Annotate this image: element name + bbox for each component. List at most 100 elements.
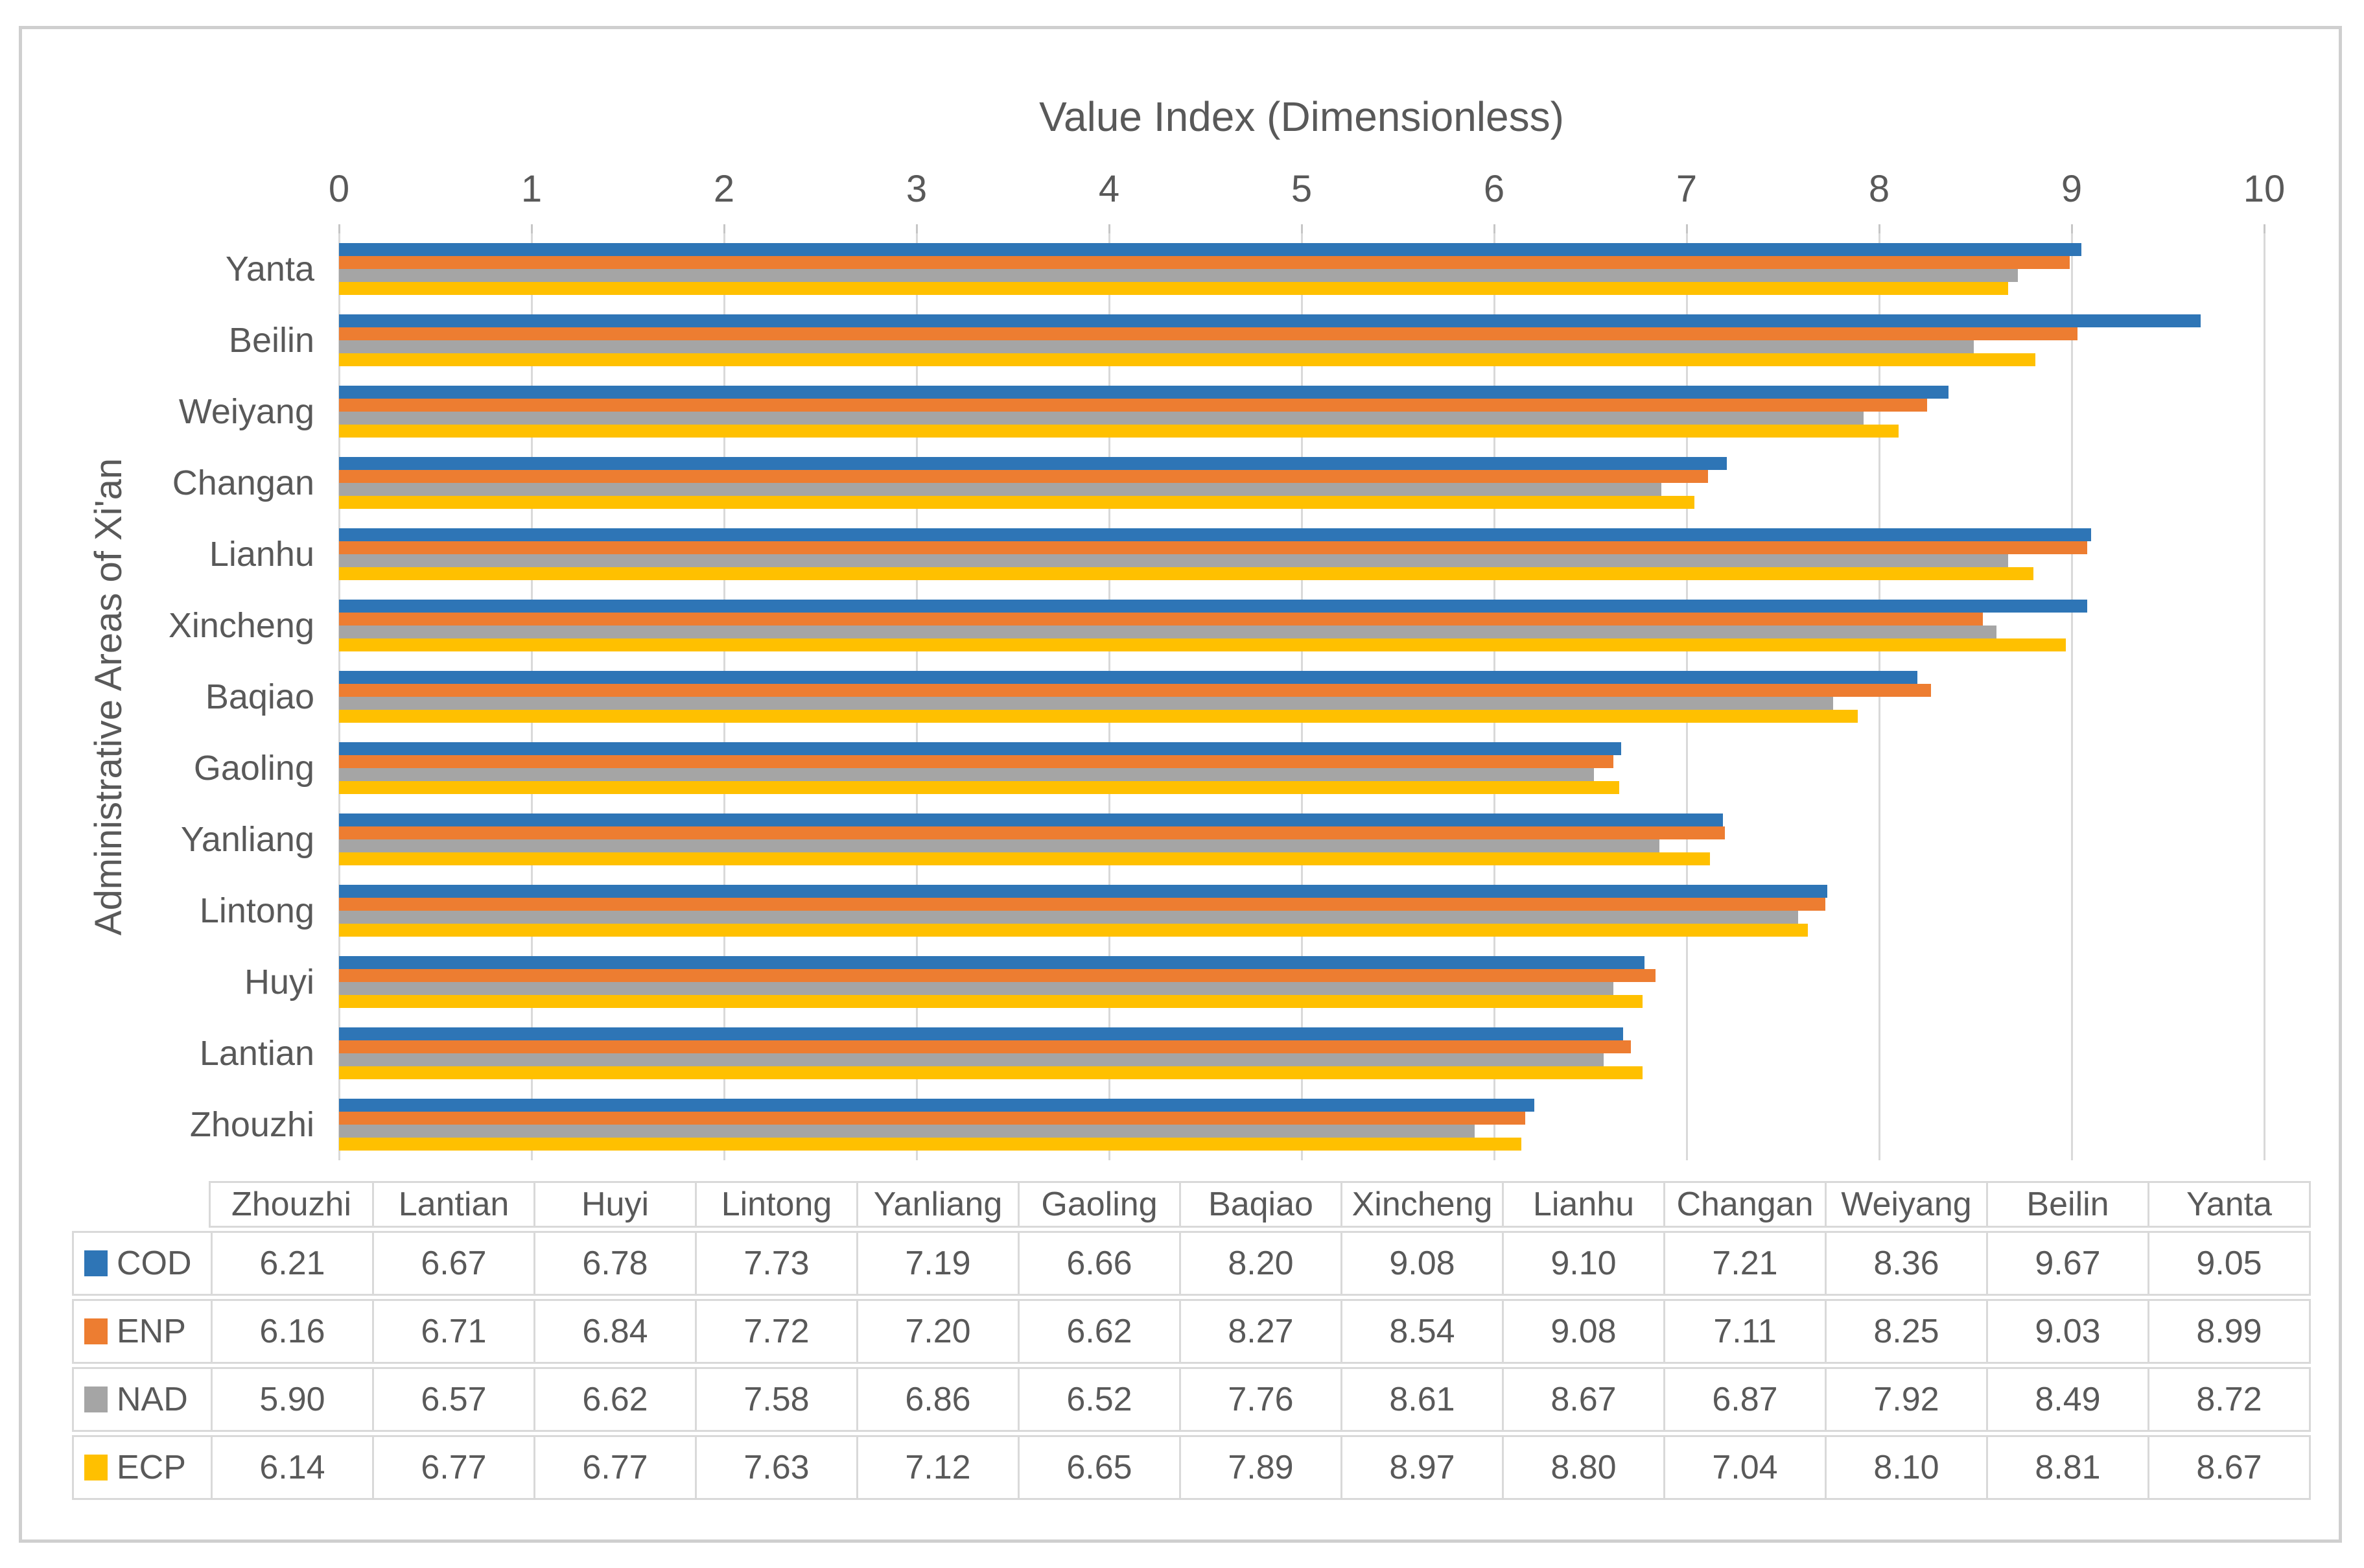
y-category-label: Lintong (199, 891, 314, 930)
x-tick-label: 6 (1483, 168, 1505, 210)
chart-title: Value Index (Dimensionless) (1039, 93, 1564, 140)
table-value-cell: 8.20 (1179, 1233, 1340, 1294)
chart-outer-frame (19, 26, 2342, 1543)
bar-nad-yanliang (339, 839, 1659, 852)
table-value-cell: 7.89 (1179, 1437, 1340, 1498)
y-category-label: Yanta (225, 250, 314, 288)
table-header-cell: Baqiao (1179, 1183, 1340, 1226)
y-category-label: Baqiao (205, 677, 314, 716)
axis-tick-mark (1686, 224, 1688, 233)
table-value-cell: 8.80 (1502, 1437, 1663, 1498)
x-tick-label: 2 (713, 168, 735, 210)
table-value-cell: 6.67 (372, 1233, 533, 1294)
bar-nad-changan (339, 483, 1661, 496)
bar-ecp-xincheng (339, 638, 2066, 651)
table-header-cell: Lantian (372, 1183, 533, 1226)
table-header-cell: Gaoling (1018, 1183, 1179, 1226)
bar-nad-lintong (339, 911, 1798, 924)
bar-nad-lianhu (339, 554, 2008, 567)
table-value-cell: 9.03 (1986, 1301, 2147, 1362)
bar-enp-xincheng (339, 613, 1983, 626)
table-value-cell: 8.49 (1986, 1369, 2147, 1430)
x-tick-label: 9 (2061, 168, 2083, 210)
bar-cod-beilin (339, 314, 2201, 327)
table-value-cell: 6.65 (1018, 1437, 1179, 1498)
x-tick-label: 3 (906, 168, 928, 210)
bar-ecp-lantian (339, 1066, 1643, 1079)
bar-cod-xincheng (339, 600, 2087, 613)
bar-enp-baqiao (339, 684, 1931, 697)
bar-nad-lantian (339, 1053, 1604, 1066)
gridline (2264, 233, 2265, 1160)
table-value-cell: 7.76 (1179, 1369, 1340, 1430)
y-category-label: Beilin (228, 321, 314, 360)
table-value-cell: 6.78 (533, 1233, 695, 1294)
table-header-cell: Lianhu (1502, 1183, 1663, 1226)
y-category-label: Lianhu (209, 535, 314, 574)
table-value-cell: 7.72 (695, 1301, 856, 1362)
bar-nad-beilin (339, 340, 1974, 353)
bar-ecp-changan (339, 496, 1694, 509)
bar-cod-zhouzhi (339, 1099, 1534, 1112)
axis-tick-mark (1108, 224, 1110, 233)
table-value-cell: 6.62 (533, 1369, 695, 1430)
bar-ecp-yanta (339, 282, 2008, 295)
bar-cod-huyi (339, 956, 1644, 969)
x-tick-label: 7 (1676, 168, 1698, 210)
y-category-label: Changan (172, 463, 314, 502)
bar-enp-weiyang (339, 399, 1927, 412)
axis-tick-mark (338, 224, 340, 233)
table-value-cell: 8.97 (1340, 1437, 1502, 1498)
table-value-cell: 6.77 (372, 1437, 533, 1498)
legend-cell: ECP (74, 1437, 211, 1498)
axis-tick-mark (1493, 224, 1495, 233)
table-value-cell: 7.92 (1825, 1369, 1986, 1430)
bar-enp-lianhu (339, 541, 2087, 554)
legend-series-label: NAD (117, 1381, 188, 1418)
bar-enp-gaoling (339, 755, 1613, 768)
table-value-cell: 8.72 (2147, 1369, 2309, 1430)
bar-ecp-gaoling (339, 781, 1619, 794)
axis-tick-mark (1878, 224, 1880, 233)
bar-ecp-huyi (339, 995, 1643, 1008)
legend-series-label: ECP (117, 1449, 186, 1486)
bar-enp-lantian (339, 1040, 1631, 1053)
x-tick-label: 4 (1098, 168, 1120, 210)
bar-enp-huyi (339, 969, 1656, 982)
x-tick-label: 0 (328, 168, 350, 210)
legend-color-chip-ecp (84, 1455, 108, 1480)
table-value-cell: 6.66 (1018, 1233, 1179, 1294)
y-category-label: Xincheng (168, 606, 314, 645)
table-row: ENP 6.16 6.71 6.84 7.72 7.20 6.62 8.27 8.54 9.08 7… (72, 1299, 2311, 1364)
data-table: Zhouzhi Lantian Huyi Lintong Yanliang Gaoling… (72, 1181, 2315, 1505)
axis-tick-mark (2264, 224, 2265, 233)
table-value-cell: 7.73 (695, 1233, 856, 1294)
bar-cod-gaoling (339, 742, 1621, 755)
table-value-cell: 5.90 (211, 1369, 372, 1430)
table-value-cell: 9.08 (1502, 1301, 1663, 1362)
legend-cell: ENP (74, 1301, 211, 1362)
bar-cod-lintong (339, 885, 1827, 898)
y-category-label: Lantian (199, 1034, 314, 1073)
table-row: ECP 6.14 6.77 6.77 7.63 7.12 6.65 7.89 8.97 8.80 7… (72, 1435, 2311, 1500)
table-value-cell: 7.21 (1663, 1233, 1825, 1294)
table-value-cell: 7.58 (695, 1369, 856, 1430)
legend-color-chip-cod (84, 1250, 108, 1276)
table-value-cell: 6.57 (372, 1369, 533, 1430)
bar-ecp-baqiao (339, 710, 1858, 723)
table-value-cell: 9.08 (1340, 1233, 1502, 1294)
table-header-row: Zhouzhi Lantian Huyi Lintong Yanliang Gaoling… (209, 1181, 2311, 1228)
table-value-cell: 9.10 (1502, 1233, 1663, 1294)
x-tick-label: 10 (2243, 168, 2286, 210)
table-value-cell: 6.77 (533, 1437, 695, 1498)
y-category-label: Weiyang (178, 392, 314, 431)
bar-ecp-zhouzhi (339, 1138, 1521, 1151)
table-value-cell: 7.12 (856, 1437, 1018, 1498)
table-header-cell: Weiyang (1825, 1183, 1986, 1226)
table-value-cell: 7.04 (1663, 1437, 1825, 1498)
bar-enp-yanta (339, 256, 2070, 269)
table-value-cell: 7.20 (856, 1301, 1018, 1362)
bar-nad-zhouzhi (339, 1125, 1475, 1138)
gridline (2071, 233, 2073, 1160)
